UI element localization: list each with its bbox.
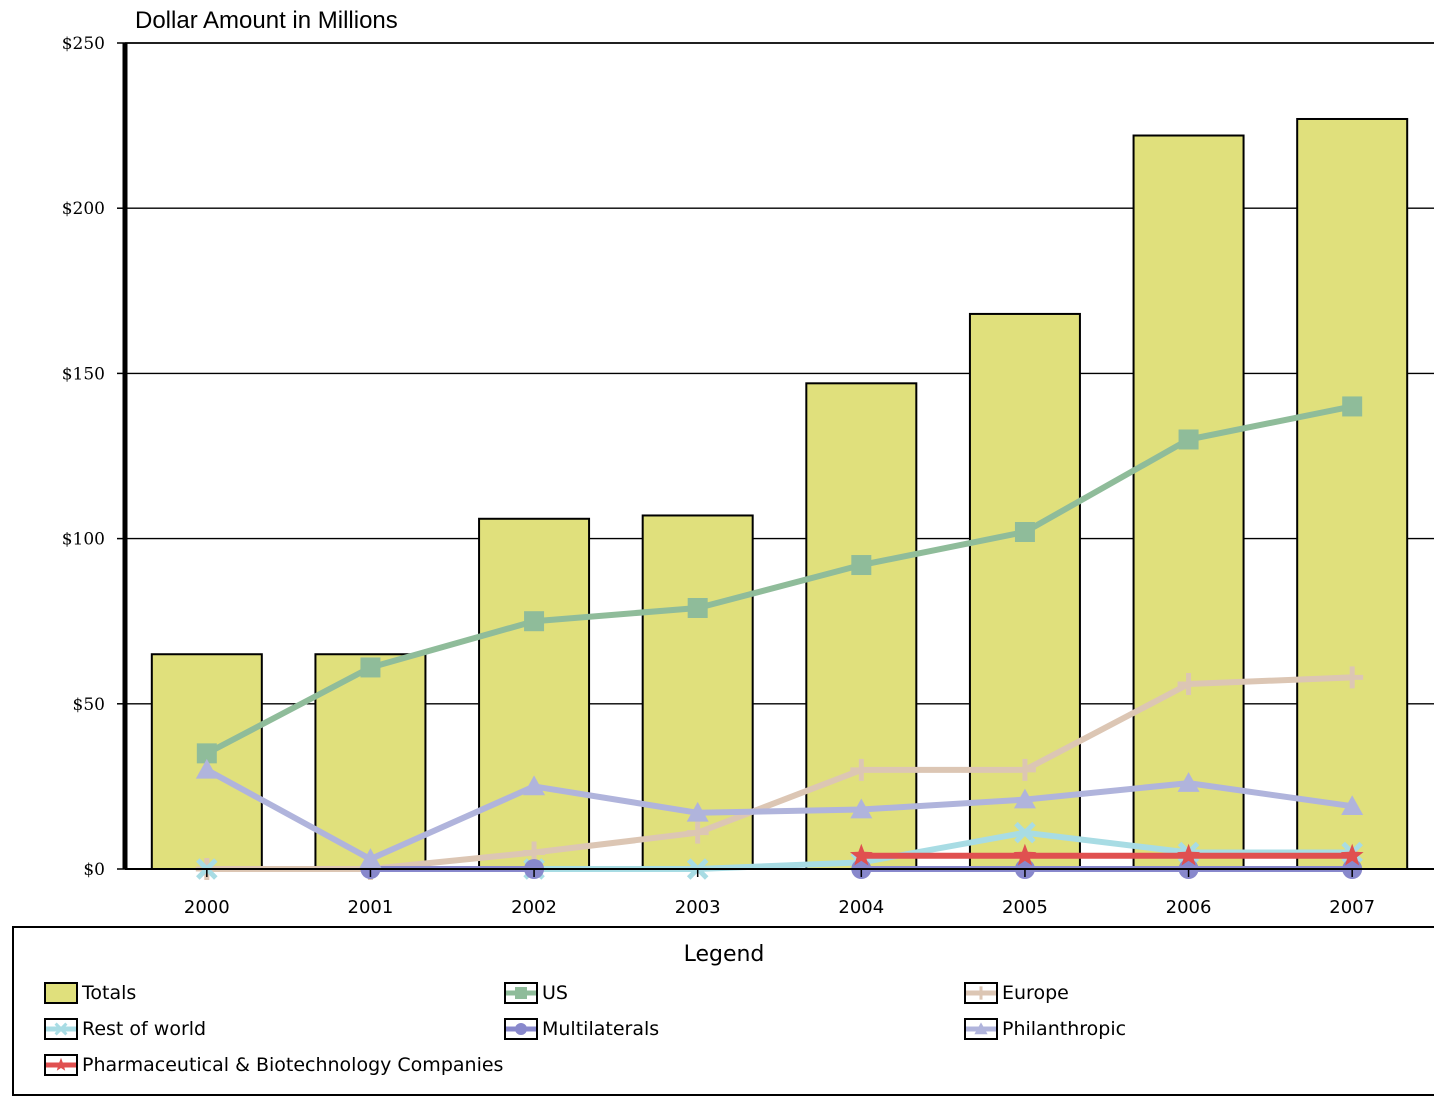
data-point — [1014, 521, 1035, 542]
y-tick-label: $50 — [73, 695, 105, 715]
data-point — [524, 611, 545, 632]
data-point — [196, 743, 217, 764]
x-tick-label: 2002 — [511, 897, 557, 918]
data-point — [195, 758, 218, 779]
x-tick-label: 2001 — [348, 897, 394, 918]
data-point — [1341, 795, 1364, 816]
bar — [805, 382, 918, 870]
x-tick-label: 2006 — [1166, 897, 1212, 918]
data-point — [1341, 666, 1364, 689]
data-point — [1013, 843, 1037, 866]
data-point — [974, 1022, 988, 1035]
x-tick-label: 2005 — [1002, 897, 1048, 918]
data-point — [1178, 429, 1199, 450]
data-point — [1177, 772, 1200, 792]
legend-item: US — [504, 982, 568, 1004]
series-philanthropic — [195, 758, 1364, 868]
legend-label: US — [542, 982, 568, 1004]
y-tick-label: $200 — [62, 199, 105, 219]
bars — [150, 117, 1409, 871]
axes: $0 $50 $100 $150 $200 $250 2000 2001 2002 2003 200… — [62, 34, 1434, 918]
legend-swatch — [504, 1018, 538, 1040]
data-point — [360, 657, 381, 678]
series-pharmaceutical-biotechnology-companies — [849, 843, 1364, 866]
data-point — [54, 1022, 68, 1036]
x-tick-label: 2000 — [184, 897, 230, 918]
x-tick-label: 2004 — [838, 897, 884, 918]
legend-label: Europe — [1002, 982, 1069, 1004]
x-tick-label: 2007 — [1329, 897, 1375, 918]
y-tick-label: $0 — [83, 860, 105, 880]
legend-label: Multilaterals — [542, 1018, 660, 1040]
legend-item: Totals — [44, 982, 136, 1004]
legend-item: Philanthropic — [964, 1018, 1126, 1040]
legend-label: Pharmaceutical & Biotechnology Companies — [82, 1054, 504, 1076]
legend-swatch — [964, 982, 998, 1004]
legend-item: Europe — [964, 982, 1069, 1004]
chart: Dollar Amount in Millions $0$50$100$150$… — [62, 7, 1434, 918]
y-tick-label: $100 — [62, 530, 105, 550]
x-tick-label: 2003 — [675, 897, 721, 918]
data-point — [1013, 758, 1036, 781]
data-point — [359, 848, 382, 868]
data-point — [1340, 843, 1364, 866]
legend-label: Philanthropic — [1002, 1018, 1127, 1040]
series-line — [203, 403, 1356, 757]
series-line — [203, 766, 1356, 863]
legend-item: Multilaterals — [504, 1018, 659, 1040]
legend-title: Legend — [683, 942, 765, 967]
legend-swatch — [964, 1018, 998, 1040]
data-point — [515, 1023, 527, 1035]
legend-swatch-fill — [44, 982, 78, 1004]
chart-title: Dollar Amount in Millions — [135, 7, 398, 34]
legend-swatch — [44, 982, 78, 1004]
data-point — [523, 775, 546, 796]
data-point — [1177, 843, 1200, 866]
legend-item: Pharmaceutical & Biotechnology Companies — [44, 1054, 503, 1076]
data-point — [54, 1057, 68, 1071]
y-tick-label: $250 — [62, 34, 105, 54]
data-point — [850, 758, 873, 781]
series-us — [196, 396, 1363, 764]
data-point — [686, 821, 709, 844]
y-tick-label: $150 — [62, 364, 105, 384]
data-point — [1177, 672, 1200, 695]
data-point — [974, 986, 988, 1000]
data-point — [686, 801, 709, 822]
legend: Legend Totals US Europe Rest of world Multil… — [12, 926, 1434, 1096]
bar — [478, 517, 591, 870]
data-point — [1342, 396, 1363, 417]
legend-swatch — [44, 1054, 78, 1076]
data-point — [849, 843, 873, 866]
bar — [968, 312, 1081, 871]
data-point — [1013, 788, 1036, 809]
legend-label: Rest of world — [82, 1018, 207, 1040]
legend-item: Rest of world — [44, 1018, 206, 1040]
data-point — [1014, 821, 1036, 844]
data-point — [850, 798, 873, 819]
bar — [1296, 117, 1409, 870]
data-point — [515, 987, 527, 999]
data-point — [851, 555, 872, 576]
legend-swatch — [504, 982, 538, 1004]
legend-label: Totals — [82, 982, 137, 1004]
data-point — [687, 597, 708, 618]
bar — [1132, 134, 1245, 870]
legend-swatch — [44, 1018, 78, 1040]
